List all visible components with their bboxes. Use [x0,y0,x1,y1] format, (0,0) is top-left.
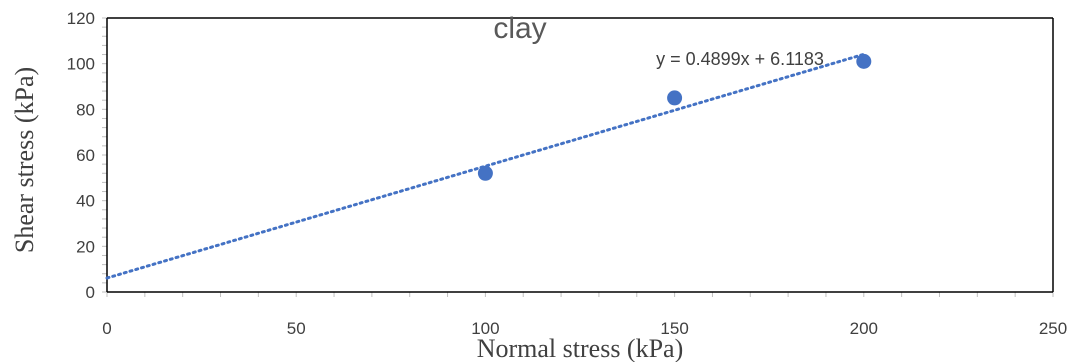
y-tick-label: 100 [67,55,95,74]
y-tick-label: 40 [76,192,95,211]
chart-title: clay [493,12,546,45]
y-tick-label: 120 [67,9,95,28]
x-tick-label: 150 [660,319,688,338]
y-tick-label: 60 [76,146,95,165]
x-tick-label: 0 [102,319,111,338]
y-tick-labels: 0 20 40 60 80 100 120 [67,9,95,302]
x-tick-label: 100 [471,319,499,338]
x-tick-label: 50 [287,319,306,338]
y-tick-label: 20 [76,237,95,256]
trendline-equation: y = 0.4899x + 6.1183 [656,49,824,69]
y-axis-title: Shear stress (kPa) [10,67,39,253]
x-tick-label: 200 [850,319,878,338]
data-point [667,90,683,106]
x-tick-label: 250 [1039,319,1067,338]
y-tick-label: 80 [76,100,95,119]
data-point [856,53,872,69]
x-axis-title: Normal stress (kPa) [477,334,684,362]
y-tick-label: 0 [86,283,95,302]
data-points [477,53,872,181]
data-point [477,165,493,181]
x-tick-labels: 0 50 100 150 200 250 [102,319,1067,338]
axes [106,17,1054,293]
minor-ticks [102,17,1054,297]
